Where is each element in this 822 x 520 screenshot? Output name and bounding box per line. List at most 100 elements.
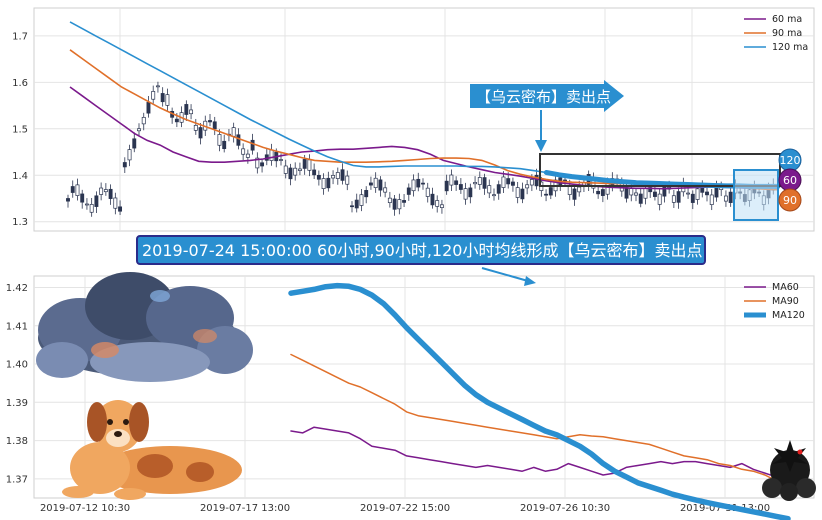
candle-body bbox=[411, 179, 416, 192]
candle-body bbox=[709, 194, 714, 205]
bottom-x-tick-label: 2019-07-17 13:00 bbox=[200, 503, 290, 514]
candle-body bbox=[160, 93, 165, 103]
candle-body bbox=[307, 159, 312, 171]
arrow-label-shape bbox=[470, 80, 624, 112]
candle-body bbox=[496, 184, 501, 194]
candle-body bbox=[686, 192, 691, 195]
candle-body bbox=[94, 195, 99, 207]
top-y-tick-label: 1.3 bbox=[12, 217, 28, 228]
candle-body bbox=[402, 200, 407, 203]
candle-body bbox=[103, 189, 108, 193]
candle-body bbox=[596, 190, 601, 195]
candle-body bbox=[425, 187, 430, 197]
candle-body bbox=[236, 134, 241, 146]
candle-body bbox=[643, 187, 648, 199]
bottom-panel: 1.37 1.38 1.39 1.40 1.41 1.42 2019-07-12 10:3… bbox=[6, 272, 816, 520]
candle-body bbox=[269, 149, 274, 161]
badge-90: 90 bbox=[778, 188, 802, 212]
candle-body bbox=[634, 192, 638, 196]
top-y-tick-label: 1.4 bbox=[12, 171, 28, 182]
badge-120: 120 bbox=[778, 148, 802, 172]
bottom-x-tick-label: 2019-07-26 10:30 bbox=[520, 503, 610, 514]
candle-body bbox=[676, 191, 681, 203]
candle-body bbox=[515, 187, 520, 198]
candle-body bbox=[132, 138, 137, 149]
candle-body bbox=[705, 191, 709, 196]
candle-body bbox=[316, 174, 321, 180]
candle-body bbox=[66, 198, 70, 202]
candle-body bbox=[222, 140, 227, 150]
sell-arrow-label: 【乌云密布】卖出点 bbox=[470, 80, 624, 152]
candle-body bbox=[397, 199, 402, 210]
candle-body bbox=[255, 157, 260, 169]
candle-body bbox=[520, 188, 525, 200]
candle-body bbox=[193, 124, 198, 131]
candle-body bbox=[548, 187, 553, 196]
candle-body bbox=[458, 184, 463, 190]
bottom-x-tick-label: 2019-07-12 10:30 bbox=[40, 503, 130, 514]
candle-body bbox=[122, 162, 127, 168]
candle-body bbox=[312, 169, 317, 176]
candle-body bbox=[477, 177, 482, 185]
bottom-y-tick-label: 1.39 bbox=[6, 398, 28, 409]
candle-body bbox=[449, 174, 454, 186]
candle-body bbox=[525, 184, 530, 189]
bottom-series-line-MA120 bbox=[288, 282, 791, 520]
candle-body bbox=[406, 187, 411, 195]
top-legend-120: 120 ma bbox=[772, 42, 808, 53]
candle-body bbox=[174, 118, 179, 123]
bottom-legend-ma90: MA90 bbox=[772, 296, 799, 307]
candle-body bbox=[473, 182, 478, 185]
candle-body bbox=[146, 102, 151, 114]
arrow-pointer-head bbox=[535, 140, 547, 152]
candle-body bbox=[212, 121, 217, 130]
bottom-y-tick-label: 1.42 bbox=[6, 283, 28, 294]
top-legend-90: 90 ma bbox=[772, 28, 802, 39]
badge-60: 60 bbox=[778, 168, 802, 192]
candle-body bbox=[108, 188, 113, 199]
bottom-legend: MA60 MA90 MA120 bbox=[744, 282, 805, 321]
candle-body bbox=[392, 198, 397, 210]
badge-60-text: 60 bbox=[783, 174, 797, 187]
top-y-ticks: 1.3 1.4 1.5 1.6 1.7 bbox=[12, 31, 28, 228]
bottom-y-tick-label: 1.38 bbox=[6, 436, 28, 447]
candle-body bbox=[435, 200, 440, 207]
candle-body bbox=[690, 193, 695, 203]
candle-body bbox=[368, 182, 373, 186]
bottom-y-tick-label: 1.37 bbox=[6, 474, 28, 485]
bottom-y-tick-label: 1.41 bbox=[6, 321, 28, 332]
top-plot-area bbox=[33, 7, 815, 232]
candle-body bbox=[80, 193, 85, 203]
top-grid bbox=[34, 8, 814, 231]
candle-body bbox=[383, 187, 388, 193]
candle-body bbox=[529, 179, 534, 186]
candle-body bbox=[421, 182, 425, 185]
candle-body bbox=[695, 188, 700, 200]
candle-body bbox=[118, 206, 123, 212]
bottom-y-ticks: 1.37 1.38 1.39 1.40 1.41 1.42 bbox=[6, 283, 28, 485]
candle-body bbox=[217, 134, 222, 146]
candle-body bbox=[629, 188, 634, 196]
sell-point-box bbox=[733, 169, 779, 221]
candle-body bbox=[506, 178, 511, 185]
top-y-tick-label: 1.5 bbox=[12, 124, 28, 135]
candle-body bbox=[373, 177, 378, 188]
candle-body bbox=[99, 187, 104, 195]
top-y-tick-label: 1.6 bbox=[12, 78, 28, 89]
candle-body bbox=[260, 162, 265, 167]
candle-body bbox=[75, 184, 80, 196]
cloud-region-box bbox=[539, 153, 781, 187]
candle-body bbox=[354, 199, 359, 209]
candle-body bbox=[534, 174, 539, 187]
candle-body bbox=[657, 193, 662, 205]
candle-body bbox=[250, 139, 255, 151]
candle-body bbox=[283, 165, 288, 174]
candle-body bbox=[245, 153, 250, 158]
candle-body bbox=[198, 127, 203, 139]
candle-body bbox=[510, 181, 515, 186]
candle-body bbox=[340, 169, 345, 181]
candle-body bbox=[487, 185, 492, 194]
candle-body bbox=[297, 168, 302, 171]
top-legend-60: 60 ma bbox=[772, 14, 802, 25]
